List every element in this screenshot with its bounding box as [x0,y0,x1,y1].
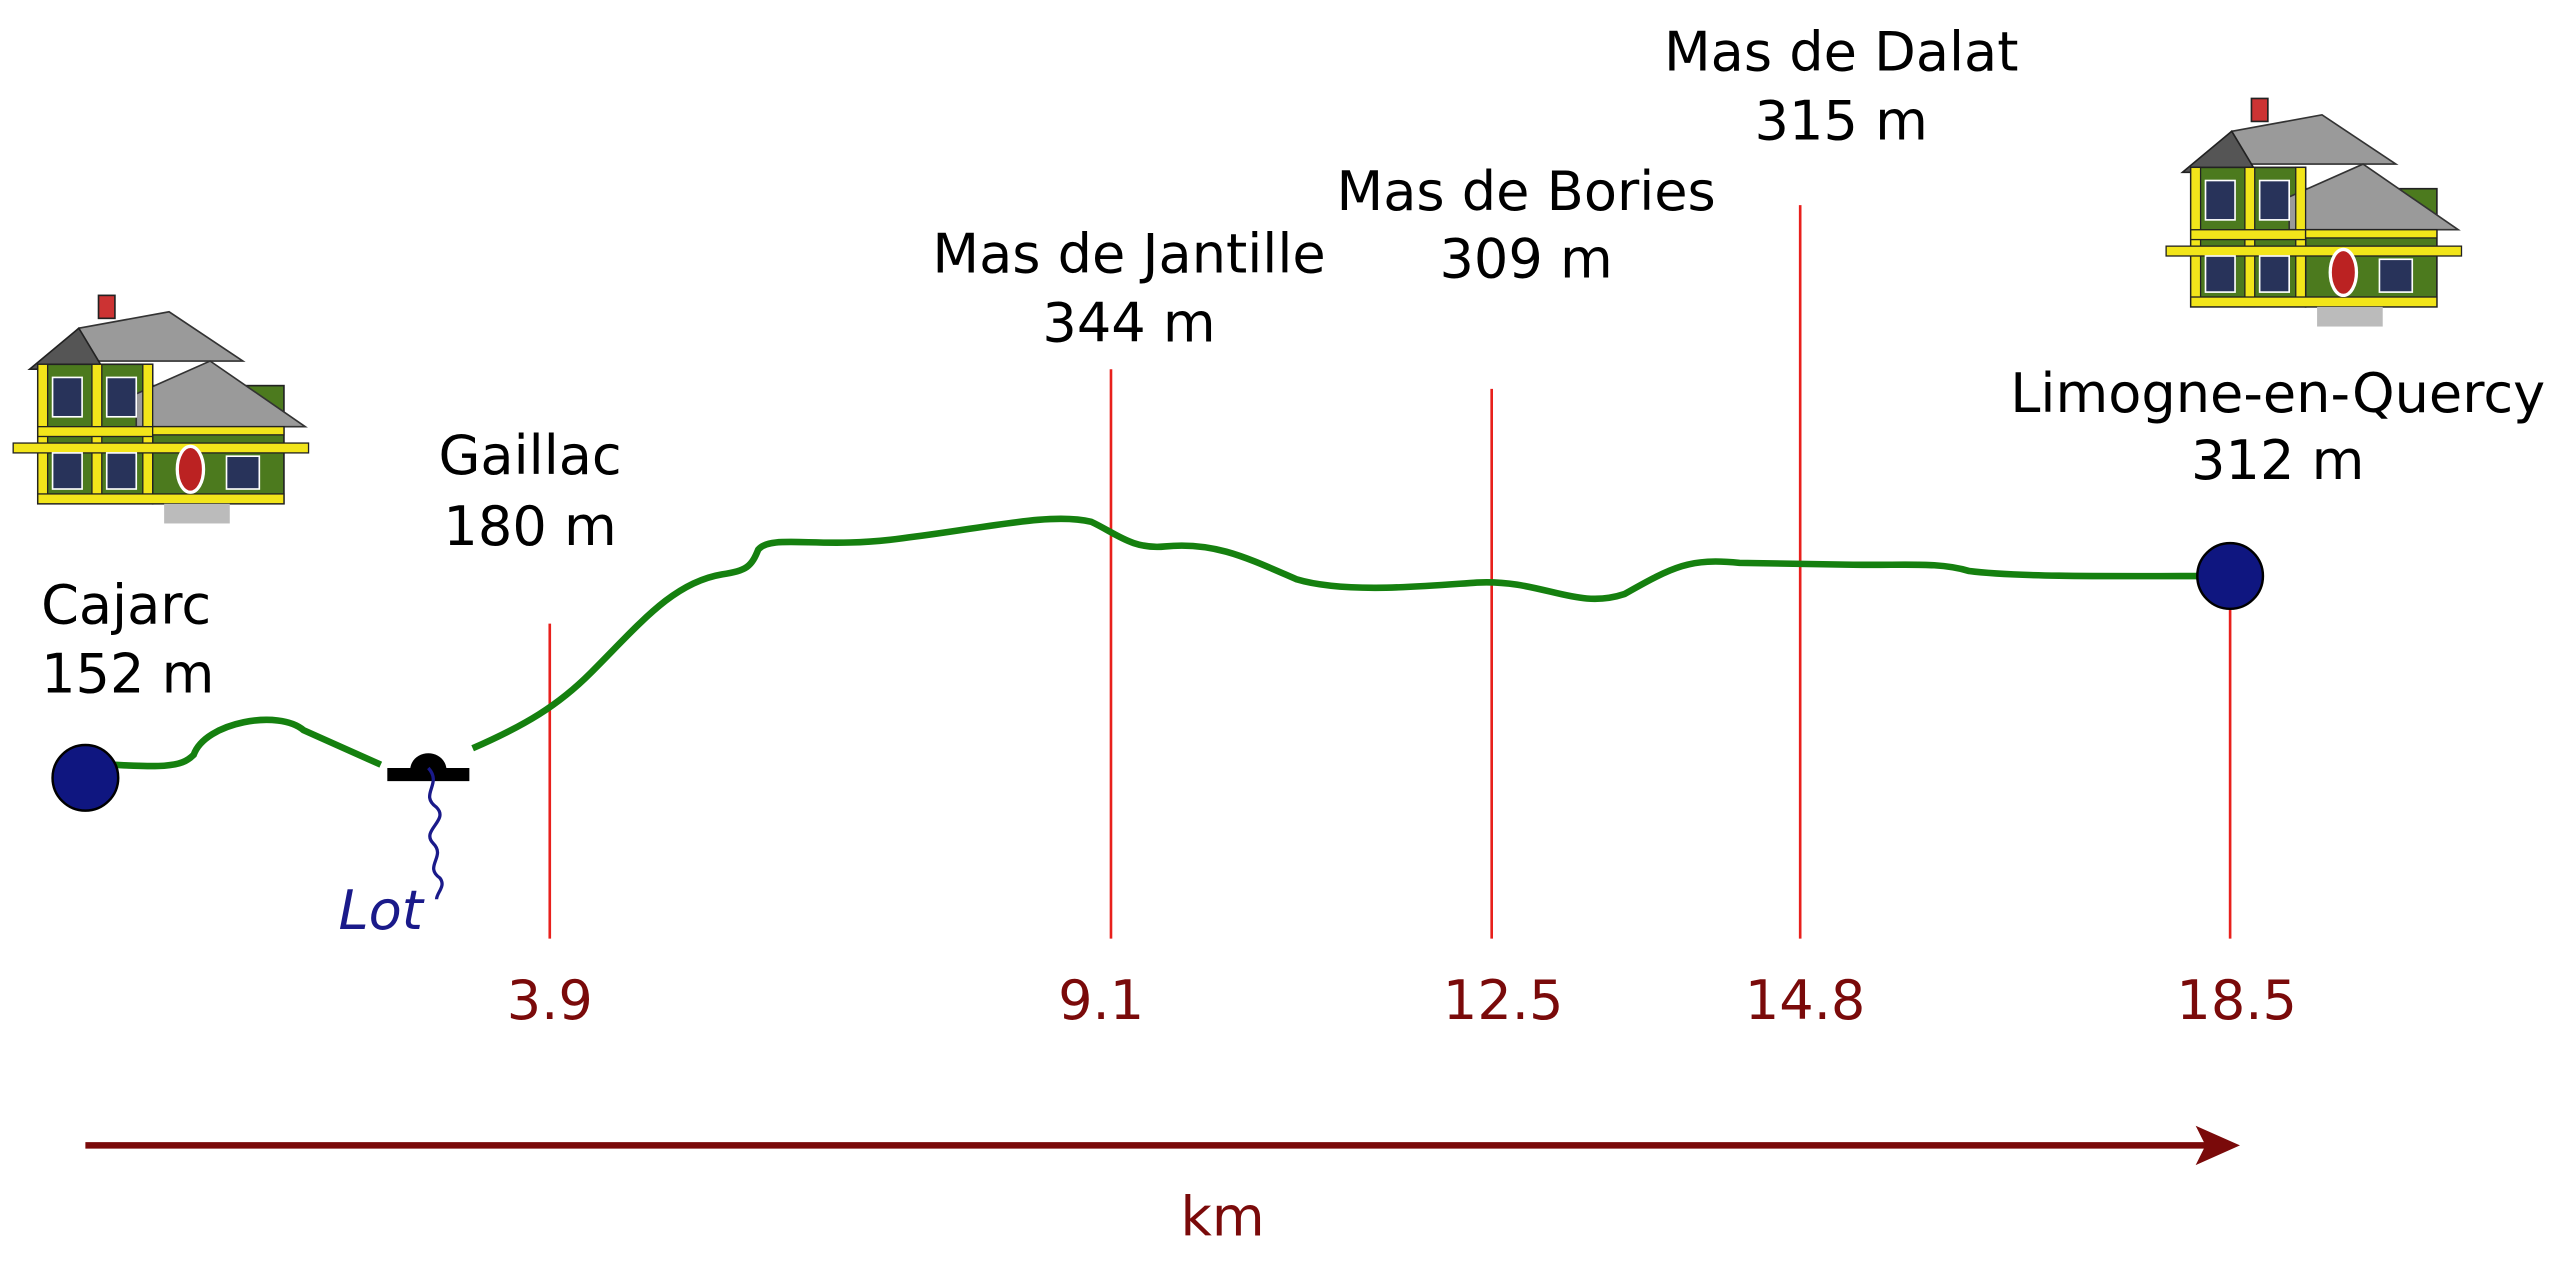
bridge-icon [387,753,470,782]
house-icon [11,293,311,526]
place-elevation: 312 m [2191,429,2364,492]
profile-line [85,716,383,770]
place-name: Cajarc [41,574,211,637]
axis-label: km [1181,1186,1265,1249]
km-label: 3.9 [507,969,593,1032]
place-elevation: 315 m [1755,89,1928,152]
place-name: Mas de Bories [1337,160,1716,223]
place-elevation: 152 m [41,642,214,705]
end-point [2196,541,2265,611]
place-elevation: 344 m [1042,291,1215,354]
start-point [51,743,120,812]
place-name: Gaillac [438,424,621,487]
km-label: 18.5 [2176,969,2297,1032]
place-name: Limogne-en-Quercy [2010,362,2545,425]
km-label: 9.1 [1058,969,1144,1032]
km-label: 14.8 [1745,969,1866,1032]
place-name: Mas de Dalat [1664,21,2019,84]
river-line [427,766,444,900]
place-name: Mas de Jantille [932,222,1325,285]
river-label: Lot [338,879,424,942]
house-icon [2164,96,2464,329]
place-elevation: 309 m [1439,227,1612,290]
km-label: 12.5 [1443,969,1564,1032]
profile-line [471,515,2231,752]
arrow-head [2195,1125,2240,1166]
place-elevation: 180 m [443,495,616,558]
